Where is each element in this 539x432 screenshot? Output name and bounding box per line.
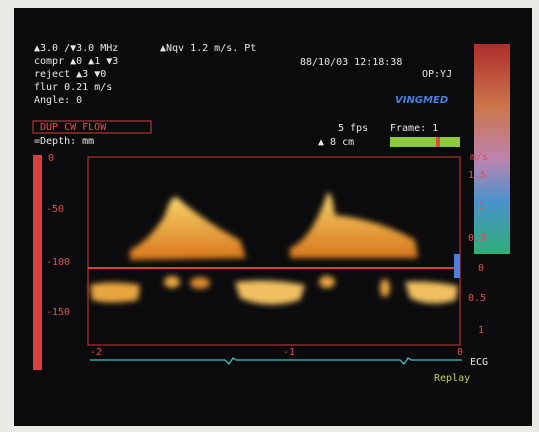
left-scale: -150 [46, 307, 70, 318]
right-scale: 0.5 [468, 293, 486, 304]
ecg-label: ECG [470, 357, 488, 368]
frame-marker [436, 137, 440, 147]
baseline-marker [454, 254, 460, 278]
right-scale: 1 [478, 201, 484, 212]
depth-bar [33, 155, 42, 370]
setting: ▲3.0 /▼3.0 MHz [34, 43, 118, 54]
velocity-unit: m/s [470, 152, 488, 163]
depth: =Depth: mm [34, 136, 94, 147]
setting: compr ▲0 ▲1 ▼3 [34, 56, 118, 67]
frame-bar [390, 137, 460, 147]
setting: Angle: 0 [34, 95, 82, 106]
time-scale: 0 [457, 347, 463, 358]
time-scale: -2 [90, 347, 102, 358]
setting: reject ▲3 ▼0 [34, 69, 106, 80]
right-scale: 0 [478, 263, 484, 274]
frame: Frame: 1 [390, 123, 438, 134]
right-scale: 0.5 [468, 233, 486, 244]
fps: 5 fps [338, 123, 368, 134]
ultrasound-screen: ▲3.0 /▼3.0 MHz compr ▲0 ▲1 ▼3 reject ▲3 … [0, 0, 539, 432]
right-scale: 1 [478, 325, 484, 336]
left-scale: -50 [46, 204, 64, 215]
mode-label: DUP CW FLOW [40, 122, 107, 133]
replay-label: Replay [434, 373, 470, 384]
depth-cm: ▲ 8 cm [318, 137, 354, 148]
time-scale: -1 [283, 347, 295, 358]
right-scale: 1.5 [468, 170, 486, 181]
color-bar [474, 44, 510, 254]
brand: VINGMED [395, 95, 448, 106]
left-scale: -100 [46, 257, 70, 268]
operator: OP:YJ [422, 69, 452, 80]
left-scale: 0 [48, 153, 54, 164]
setting: flur 0.21 m/s [34, 82, 112, 93]
datetime: 88/10/03 12:18:38 [300, 57, 402, 68]
nyquist: ▲Nqv 1.2 m/s. Pt [160, 43, 256, 54]
